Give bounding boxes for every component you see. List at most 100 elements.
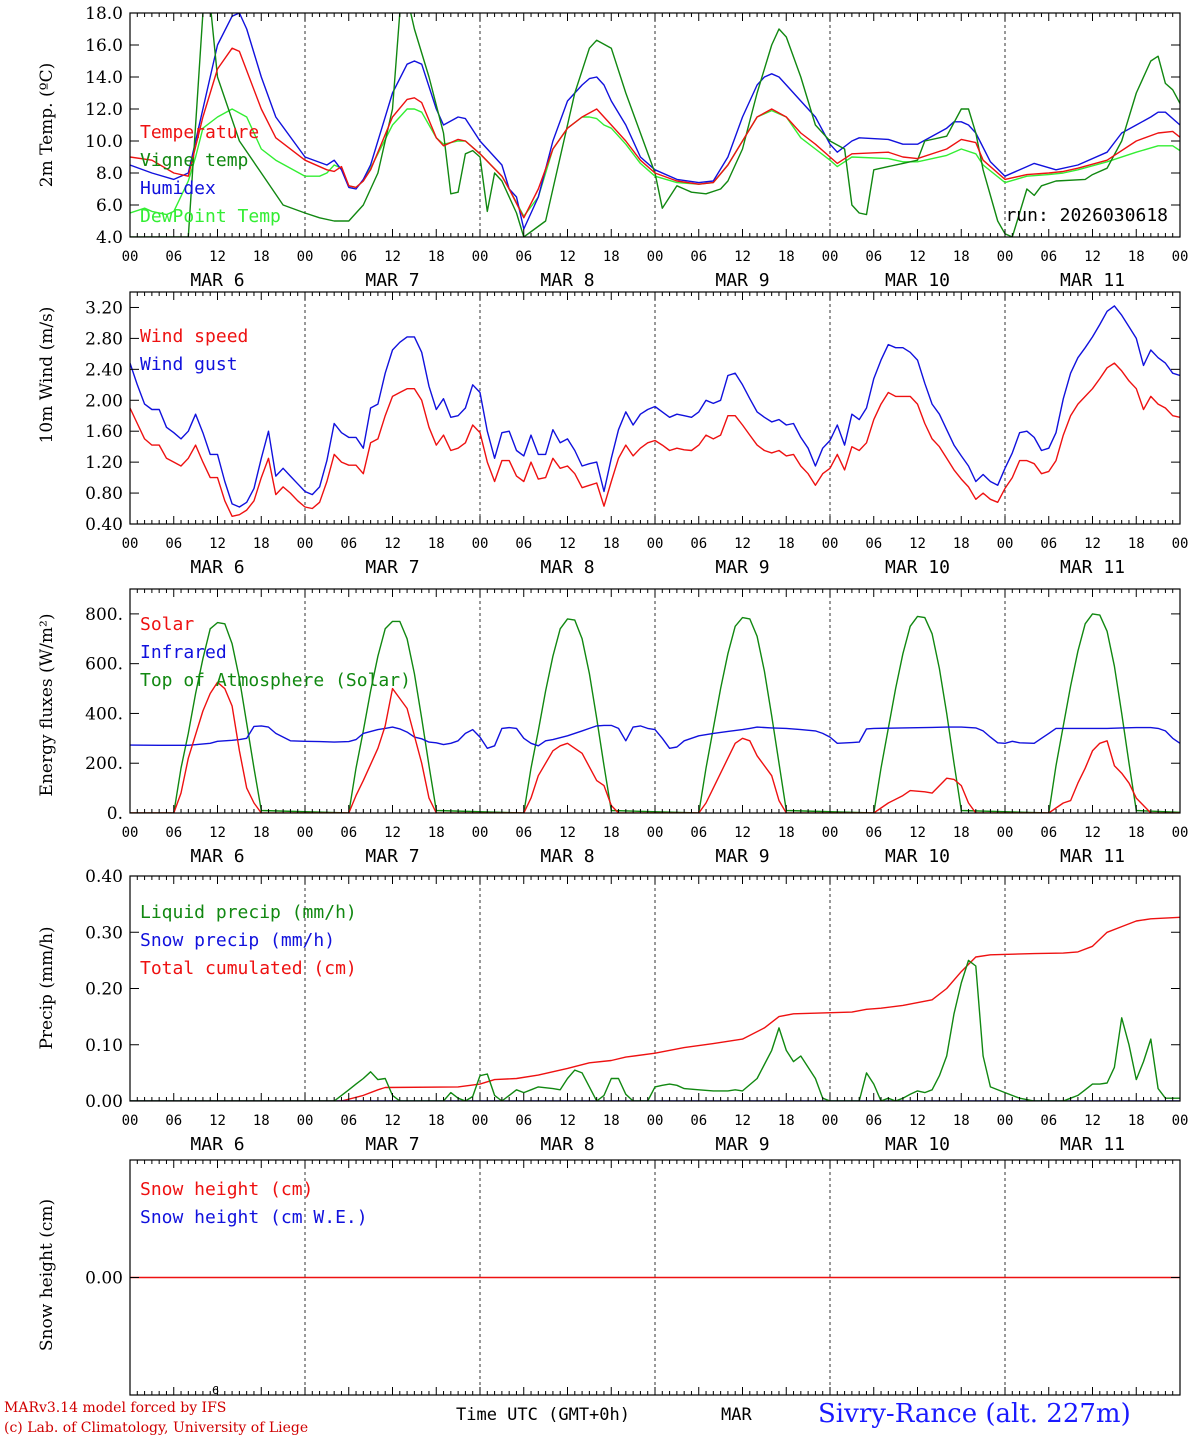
x-tick-label: 12 xyxy=(1084,536,1101,552)
x-tick-label: 18 xyxy=(603,1113,620,1129)
y-tick-label: 12.0 xyxy=(85,100,123,120)
x-tick-label: 00 xyxy=(647,825,664,841)
y-tick-label: 200. xyxy=(85,754,123,774)
x-tick-label: 18 xyxy=(603,249,620,265)
x-tick-label: 18 xyxy=(778,825,795,841)
day-label: MAR 9 xyxy=(715,1134,769,1155)
y-tick-label: 1.60 xyxy=(85,422,123,442)
y-axis-title: Precip (mm/h) xyxy=(37,926,57,1049)
y-tick-label: 800. xyxy=(85,605,123,625)
time-axis-label: Time UTC (GMT+0h) xyxy=(456,1405,630,1425)
x-tick-label: 12 xyxy=(1084,1113,1101,1129)
x-tick-label: 00 xyxy=(647,536,664,552)
x-tick-label: 18 xyxy=(953,1113,970,1129)
x-tick-label: 00 xyxy=(472,825,489,841)
x-tick-label: 06 xyxy=(165,536,182,552)
x-tick-label: 00 xyxy=(122,249,139,265)
x-tick-label: 00 xyxy=(472,1113,489,1129)
x-tick-label: 00 xyxy=(122,536,139,552)
y-tick-label: 10.0 xyxy=(85,132,123,152)
x-tick-label: 00 xyxy=(1172,249,1189,265)
y-axis-title: Energy fluxes (W/m²) xyxy=(37,614,57,797)
day-label: MAR 8 xyxy=(540,557,594,578)
x-tick-label: 06 xyxy=(1040,249,1057,265)
y-tick-label: 0.00 xyxy=(85,1269,123,1289)
x-tick-label: 00 xyxy=(997,825,1014,841)
day-label: MAR 11 xyxy=(1060,1134,1125,1155)
meteogram-chart: 4.0 6.0 8.0 10.0 12.0 14.0 16.0 18.0 2m Temp. (º… xyxy=(37,4,1189,1396)
x-tick-label: 06 xyxy=(165,1113,182,1129)
legend-entry: Wind speed xyxy=(140,326,248,347)
x-tick-label: 12 xyxy=(734,825,751,841)
x-tick-label: 06 xyxy=(515,825,532,841)
x-tick-label: 00 xyxy=(1172,825,1189,841)
y-tick-label: 14.0 xyxy=(85,68,123,88)
legend-entry: Total cumulated (cm) xyxy=(140,958,357,979)
x-tick-label: 06 xyxy=(865,1113,882,1129)
y-tick-label: 6.0 xyxy=(96,196,123,216)
day-label: MAR 9 xyxy=(715,557,769,578)
y-tick-label: 2.00 xyxy=(85,391,123,411)
x-tick-label: 12 xyxy=(909,1113,926,1129)
day-label: MAR 6 xyxy=(190,270,244,291)
x-tick-label: 00 xyxy=(997,249,1014,265)
x-tick-label: 18 xyxy=(253,1113,270,1129)
y-tick-label: 3.20 xyxy=(85,298,123,318)
x-tick-label: 12 xyxy=(909,536,926,552)
x-tick-label: 18 xyxy=(253,249,270,265)
x-tick-label: 18 xyxy=(428,1113,445,1129)
x-tick-label: 18 xyxy=(1128,825,1145,841)
day-label: MAR 6 xyxy=(190,557,244,578)
x-tick-label: 06 xyxy=(690,249,707,265)
x-tick-label: 00 xyxy=(297,249,314,265)
x-tick-label: 06 xyxy=(690,536,707,552)
x-tick-label: 18 xyxy=(1128,1113,1145,1129)
x-tick-label: 12 xyxy=(734,1113,751,1129)
x-tick-label: 00 xyxy=(822,249,839,265)
series-vigne-temp-line xyxy=(130,13,1180,237)
x-tick-label: 12 xyxy=(1084,249,1101,265)
x-tick-label: 00 xyxy=(822,536,839,552)
x-tick-label: 12 xyxy=(734,536,751,552)
x-tick-label: 06 xyxy=(515,249,532,265)
run-annotation: run: 2026030618 xyxy=(1005,205,1168,226)
day-label: MAR 10 xyxy=(885,270,950,291)
day-label: MAR 10 xyxy=(885,1134,950,1155)
x-tick-label: 18 xyxy=(953,536,970,552)
x-tick-label: 00 xyxy=(997,536,1014,552)
x-tick-label: 18 xyxy=(1128,249,1145,265)
x-tick-label: 00 xyxy=(472,249,489,265)
y-tick-label: 0.10 xyxy=(85,1036,123,1056)
x-tick-label: 00 xyxy=(472,536,489,552)
x-tick-label: 00 xyxy=(122,1113,139,1129)
day-label: MAR 7 xyxy=(365,1134,419,1155)
legend-entry: Vigne temp xyxy=(140,150,248,171)
y-tick-label: 0.40 xyxy=(85,867,123,887)
series-humidex-line xyxy=(130,13,1180,230)
x-tick-label: 12 xyxy=(384,536,401,552)
x-tick-label: 12 xyxy=(384,1113,401,1129)
x-tick-label: 00 xyxy=(297,825,314,841)
x-tick-label: 06 xyxy=(690,825,707,841)
legend-entry: Solar xyxy=(140,614,194,635)
x-tick-label: 00 xyxy=(997,1113,1014,1129)
x-tick-label: 18 xyxy=(253,536,270,552)
y-axis-title: Snow height (cm) xyxy=(37,1199,57,1351)
plot-frame xyxy=(129,588,1181,814)
x-tick-label: 18 xyxy=(603,536,620,552)
y-tick-label: 0.30 xyxy=(85,923,123,943)
x-tick-label: 12 xyxy=(1084,825,1101,841)
stray-tick-label: 6 xyxy=(212,1384,219,1397)
x-tick-label: 00 xyxy=(647,249,664,265)
x-tick-label: 06 xyxy=(1040,536,1057,552)
day-label: MAR 7 xyxy=(365,846,419,867)
day-label: MAR 11 xyxy=(1060,846,1125,867)
y-tick-label: 2.40 xyxy=(85,360,123,380)
legend-entry: Top of Atmosphere (Solar) xyxy=(140,670,411,691)
day-label: MAR 6 xyxy=(190,1134,244,1155)
x-tick-label: 12 xyxy=(559,825,576,841)
x-tick-label: 06 xyxy=(340,249,357,265)
x-tick-label: 12 xyxy=(559,536,576,552)
y-tick-label: 600. xyxy=(85,655,123,675)
x-tick-label: 06 xyxy=(515,536,532,552)
